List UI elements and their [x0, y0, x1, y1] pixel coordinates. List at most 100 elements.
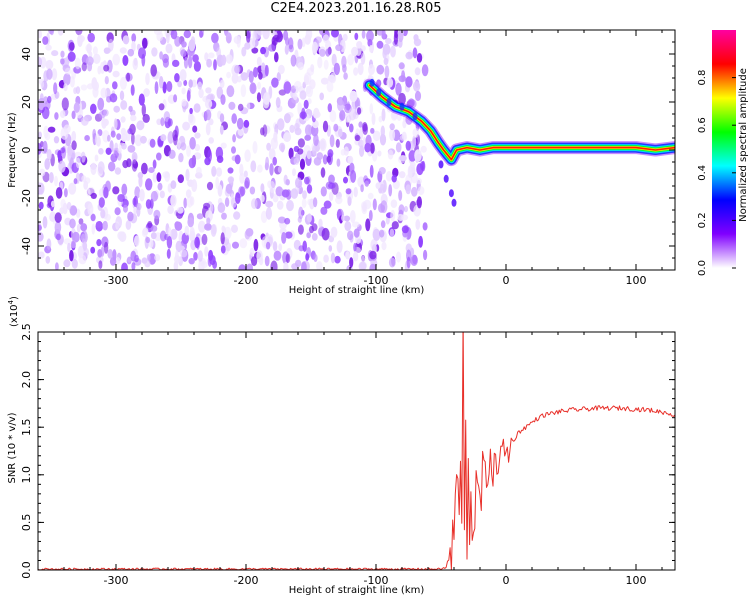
- noise-blob: [360, 52, 366, 65]
- noise-blob: [284, 113, 291, 124]
- noise-blob: [69, 249, 74, 262]
- noise-blob: [166, 236, 173, 249]
- signal-blob: [448, 189, 454, 198]
- noise-blob: [385, 216, 390, 225]
- noise-blob: [219, 125, 224, 135]
- noise-blob: [104, 76, 109, 85]
- noise-blob: [60, 127, 69, 140]
- noise-blob: [391, 174, 397, 183]
- noise-blob: [228, 101, 236, 110]
- noise-blob: [150, 232, 157, 240]
- noise-blob: [302, 240, 308, 252]
- noise-blob: [377, 150, 382, 157]
- noise-blob: [412, 47, 418, 59]
- noise-blob: [398, 62, 405, 70]
- noise-blob: [103, 64, 110, 72]
- noise-blob: [117, 231, 125, 241]
- noise-blob: [291, 263, 299, 270]
- noise-blob: [399, 155, 407, 162]
- noise-blob: [38, 232, 44, 242]
- noise-blob: [381, 30, 386, 40]
- noise-blob: [382, 48, 387, 59]
- colorbar-tick-label: 0.2: [697, 212, 708, 228]
- noise-blob: [80, 233, 86, 242]
- noise-blob: [254, 30, 262, 40]
- noise-blob: [302, 190, 307, 200]
- noise-blob: [380, 220, 386, 229]
- noise-blob: [386, 77, 394, 88]
- noise-blob: [187, 55, 193, 69]
- noise-blob: [166, 248, 171, 259]
- noise-blob: [193, 251, 198, 261]
- noise-blob: [45, 59, 54, 70]
- noise-blob: [347, 54, 354, 66]
- noise-blob: [289, 124, 295, 133]
- noise-blob: [352, 221, 360, 228]
- noise-blob: [51, 68, 58, 81]
- bottom-y-axis-label: SNR (10 * v/v): [7, 412, 18, 483]
- noise-blob: [179, 249, 188, 258]
- noise-blob: [174, 36, 181, 47]
- noise-blob: [388, 184, 393, 197]
- noise-blob: [142, 113, 150, 123]
- noise-blob: [243, 119, 250, 128]
- noise-blob: [411, 186, 418, 197]
- noise-blob: [90, 103, 97, 115]
- noise-blob: [244, 42, 251, 50]
- noise-blob: [204, 223, 212, 231]
- noise-blob: [235, 192, 241, 204]
- noise-blob: [372, 228, 381, 241]
- noise-blob: [68, 42, 75, 51]
- noise-blob: [75, 86, 81, 94]
- noise-blob: [141, 162, 148, 175]
- noise-blob: [180, 142, 187, 151]
- noise-blob: [238, 264, 247, 270]
- noise-blob: [108, 161, 116, 172]
- noise-blob: [156, 118, 162, 126]
- noise-blob: [285, 231, 293, 239]
- noise-blob: [133, 206, 138, 215]
- noise-blob: [360, 184, 364, 193]
- noise-blob: [113, 118, 118, 130]
- noise-blob: [50, 200, 55, 208]
- noise-blob: [97, 97, 105, 111]
- noise-blob: [379, 133, 387, 146]
- noise-blob: [112, 186, 120, 195]
- noise-blob: [226, 85, 235, 98]
- noise-blob: [174, 221, 183, 231]
- noise-blob: [253, 67, 258, 78]
- noise-blob: [188, 79, 193, 88]
- noise-blob: [112, 70, 120, 78]
- noise-blob: [206, 181, 214, 191]
- noise-blob: [292, 168, 296, 177]
- noise-blob: [110, 130, 116, 138]
- noise-blob: [75, 30, 83, 36]
- noise-blob: [412, 135, 417, 149]
- noise-blob: [119, 90, 125, 101]
- noise-blob: [256, 56, 262, 67]
- noise-blob: [134, 186, 141, 199]
- noise-blob: [45, 44, 52, 51]
- noise-blob: [297, 138, 305, 148]
- noise-blob: [170, 228, 178, 240]
- noise-blob: [44, 132, 51, 141]
- noise-blob: [162, 81, 167, 94]
- noise-blob: [269, 181, 276, 193]
- noise-blob: [393, 31, 398, 45]
- noise-blob: [409, 161, 416, 168]
- noise-blob: [114, 167, 122, 175]
- noise-blob: [306, 85, 313, 98]
- noise-blob: [152, 159, 157, 169]
- noise-blob: [46, 238, 52, 250]
- noise-blob: [103, 241, 109, 254]
- noise-blob: [147, 221, 153, 229]
- noise-blob: [173, 134, 178, 146]
- y-tick-label: 0.5: [20, 514, 33, 532]
- signal-blob: [386, 98, 392, 106]
- noise-blob: [414, 90, 422, 102]
- noise-blob: [325, 48, 331, 57]
- noise-blob: [158, 76, 164, 89]
- noise-blob: [312, 145, 317, 156]
- noise-blob: [190, 36, 196, 46]
- noise-blob: [380, 200, 388, 214]
